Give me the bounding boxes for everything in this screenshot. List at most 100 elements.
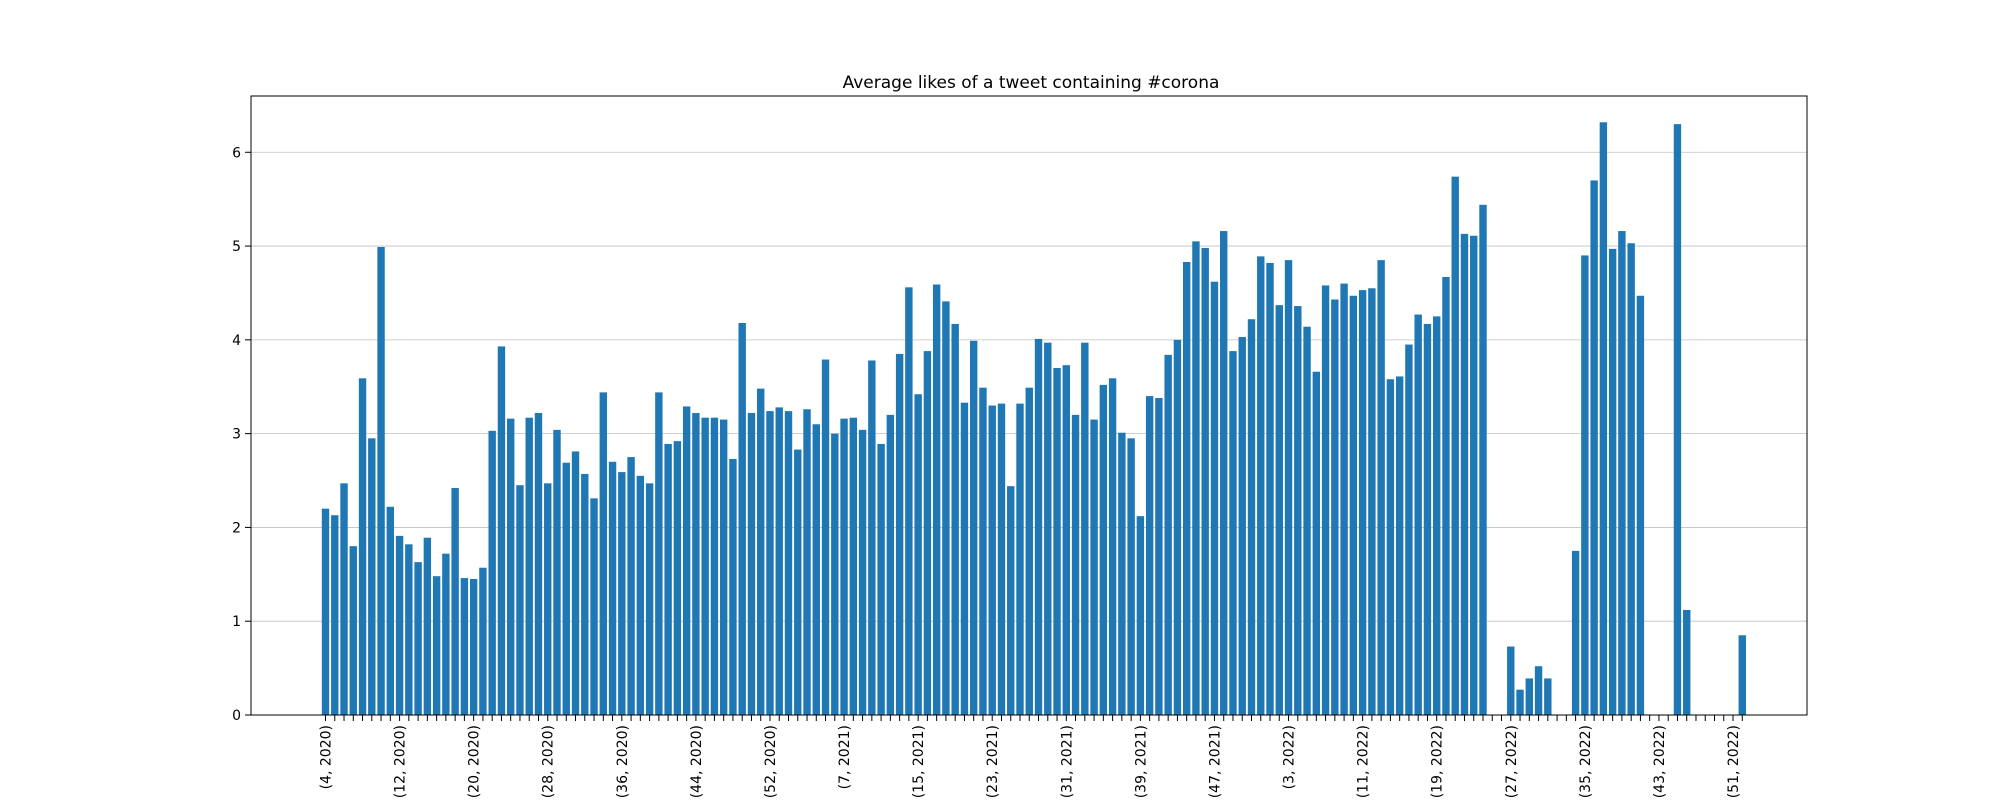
- bar: [877, 443, 885, 715]
- bar: [905, 287, 913, 715]
- x-tick-label: (52, 2020): [763, 725, 779, 798]
- bar: [414, 562, 422, 715]
- bar: [544, 483, 552, 715]
- bar: [655, 392, 663, 715]
- bar: [710, 417, 719, 715]
- x-tick-label: (39, 2021): [1133, 725, 1149, 798]
- bar: [432, 576, 441, 715]
- y-tick-label: 5: [232, 239, 241, 255]
- x-tick-label: (23, 2021): [985, 725, 1001, 798]
- bar: [1145, 396, 1154, 715]
- bar: [1525, 678, 1533, 715]
- bar: [1377, 260, 1385, 715]
- bar: [831, 433, 839, 715]
- bar: [1173, 339, 1182, 715]
- bar: [1294, 306, 1302, 715]
- x-tick-label: (47, 2021): [1207, 725, 1223, 798]
- bar: [970, 340, 978, 715]
- bar: [1479, 204, 1487, 716]
- bar: [1164, 354, 1172, 715]
- bar: [1007, 486, 1015, 715]
- x-tick-label: (11, 2022): [1356, 725, 1372, 798]
- bar: [1331, 299, 1339, 715]
- x-tick-label: (28, 2020): [541, 725, 557, 798]
- bar: [1618, 231, 1626, 716]
- bar: [349, 546, 357, 715]
- x-tick-label: (36, 2020): [615, 725, 631, 798]
- bar: [784, 411, 793, 715]
- bar: [1627, 243, 1635, 715]
- bar: [368, 438, 376, 715]
- bar: [590, 498, 598, 715]
- bar: [997, 403, 1006, 715]
- bar: [571, 451, 580, 715]
- bar: [766, 411, 774, 715]
- bar: [1099, 384, 1108, 715]
- bar: [1238, 337, 1246, 715]
- bar: [1303, 326, 1311, 715]
- bar: [1044, 342, 1052, 715]
- x-axis: (4, 2020) (12, 2020) (20, 2020) (28, 2020) (…: [319, 715, 1743, 798]
- bar: [1090, 419, 1098, 715]
- bar: [692, 413, 700, 715]
- bar: [1053, 367, 1061, 715]
- bar: [1257, 256, 1265, 715]
- y-tick-label: 1: [232, 614, 241, 630]
- bar: [618, 472, 626, 715]
- bar: [1590, 180, 1598, 715]
- bar: [1136, 516, 1145, 715]
- bar: [1284, 260, 1293, 715]
- bar: [886, 414, 895, 715]
- x-tick-label: (31, 2021): [1059, 725, 1075, 798]
- bar: [1507, 646, 1515, 715]
- bar: [1405, 344, 1413, 715]
- bar: [1118, 432, 1126, 715]
- bar: [423, 537, 432, 715]
- bar: [1220, 231, 1228, 716]
- bar: [516, 485, 524, 715]
- bar: [479, 567, 487, 715]
- bar: [951, 323, 959, 715]
- bar: [979, 387, 987, 715]
- bar: [1358, 290, 1367, 715]
- bar: [988, 405, 996, 715]
- bar: [942, 301, 950, 715]
- bar: [1182, 262, 1191, 715]
- bar: [794, 449, 802, 715]
- bar: [1071, 414, 1080, 715]
- bar: [757, 388, 765, 715]
- x-tick-label: (4, 2020): [319, 725, 335, 789]
- bar: [682, 406, 691, 715]
- bar: [701, 417, 709, 715]
- bar: [960, 402, 969, 715]
- bar: [1470, 235, 1478, 716]
- bar: [1229, 351, 1237, 715]
- x-tick-label: (27, 2022): [1504, 725, 1520, 798]
- bar: [821, 359, 830, 715]
- bar: [1395, 376, 1404, 715]
- bar: [1081, 342, 1089, 715]
- bar: [507, 418, 515, 715]
- bar: [673, 441, 682, 715]
- bar: [1312, 371, 1321, 715]
- bar: [840, 418, 848, 715]
- y-tick-label: 0: [232, 708, 241, 724]
- bar: [1423, 323, 1432, 715]
- bar: [849, 417, 858, 715]
- x-tick-label: (3, 2022): [1282, 725, 1298, 789]
- bar: [1108, 378, 1117, 715]
- x-tick-label: (35, 2022): [1578, 725, 1594, 798]
- bar: [534, 413, 543, 715]
- bar: [1571, 550, 1580, 715]
- bar: [321, 508, 330, 715]
- bar: [442, 553, 450, 715]
- x-tick-label: (44, 2020): [689, 725, 705, 798]
- bar: [1581, 255, 1589, 715]
- bar: [1386, 379, 1395, 715]
- bar: [627, 457, 635, 715]
- bar: [553, 429, 561, 715]
- bar: [1025, 387, 1033, 715]
- bar: [719, 419, 728, 715]
- x-tick-label: (12, 2020): [393, 725, 409, 798]
